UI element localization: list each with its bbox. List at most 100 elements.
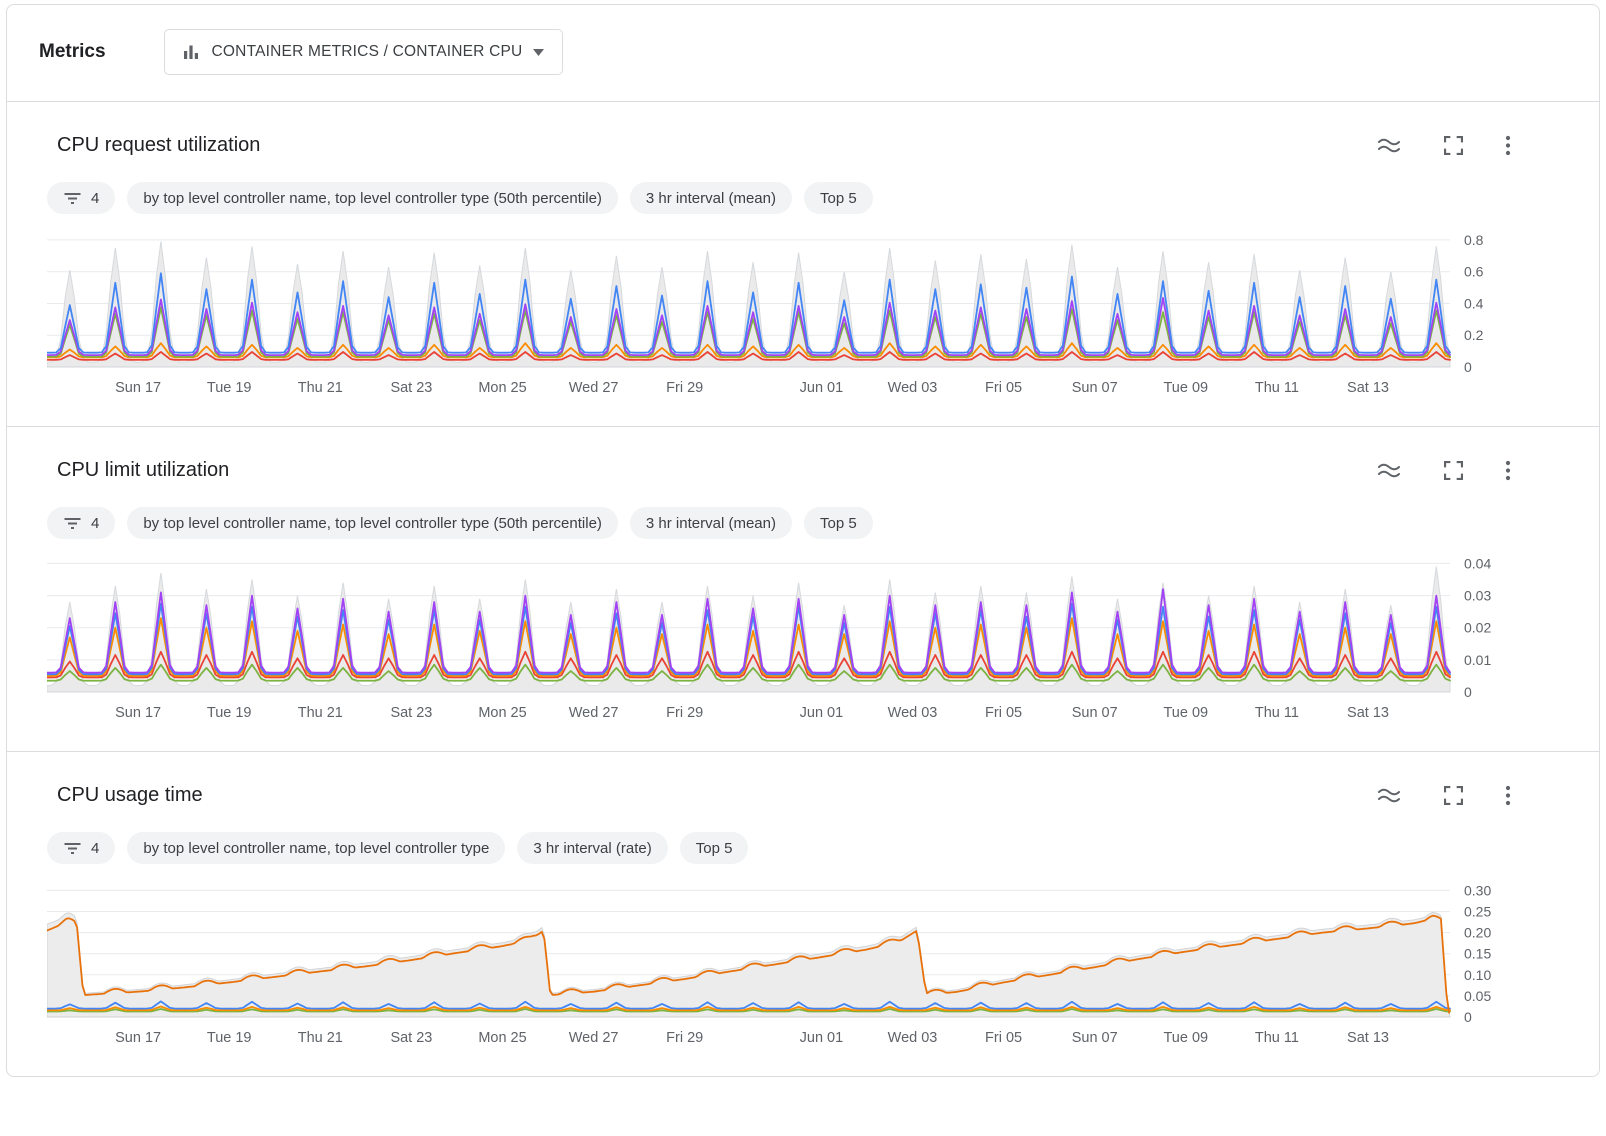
x-axis-tick-label: Thu 21 [298, 1030, 343, 1046]
top5-chip[interactable]: Top 5 [803, 182, 873, 214]
series-purple [47, 588, 1451, 674]
y-axis-tick-label: 0.10 [1464, 967, 1491, 983]
series-blue [47, 272, 1451, 354]
x-axis-tick-label: Fri 29 [666, 380, 703, 396]
y-axis-tick-label: 0.6 [1464, 264, 1484, 280]
series-red [47, 351, 1451, 361]
x-axis-tick-label: Tue 09 [1163, 380, 1208, 396]
y-axis-tick-label: 0.01 [1464, 652, 1491, 668]
y-axis-tick-label: 0.05 [1464, 988, 1491, 1004]
x-axis-tick-label: Tue 19 [207, 705, 252, 721]
metrics-heading: Metrics [39, 41, 106, 62]
top5-chip[interactable]: Top 5 [803, 507, 873, 539]
cpu-limit-utilization-chart[interactable]: 0 0.01 0.02 0.03 0.04 Sun 17 Tue 19 Thu 21 Sat 2… [47, 553, 1517, 727]
x-axis-tick-label: Fri 05 [985, 380, 1022, 396]
metric-selector-label: CONTAINER METRICS / CONTAINER CPU [211, 43, 523, 60]
groupby-chip[interactable]: by top level controller name, top level … [127, 507, 618, 539]
y-axis-tick-label: 0.30 [1464, 882, 1491, 898]
x-axis-tick-label: Sat 23 [390, 1030, 432, 1046]
interval-chip[interactable]: 3 hr interval (mean) [629, 507, 792, 539]
y-axis-tick-label: 0 [1464, 1009, 1472, 1025]
x-axis-tick-label: Fri 29 [666, 705, 703, 721]
filter-count: 4 [91, 514, 100, 532]
series-green [47, 663, 1451, 682]
card-cpu-usage-time: CPU usage time 4 by top level co [7, 751, 1599, 1076]
x-axis-tick-label: Sun 17 [115, 705, 161, 721]
groupby-chip[interactable]: by top level controller name, top level … [127, 182, 618, 214]
filter-list-icon [63, 192, 82, 205]
groupby-chip[interactable]: by top level controller name, top level … [127, 832, 506, 864]
y-axis-tick-label: 0 [1464, 684, 1472, 700]
compare-waves-icon[interactable] [1377, 137, 1402, 154]
interval-chip[interactable]: 3 hr interval (mean) [629, 182, 792, 214]
card-cpu-limit-utilization: CPU limit utilization 4 by top l [7, 426, 1599, 751]
x-axis-tick-label: Tue 19 [207, 1030, 252, 1046]
filter-count: 4 [91, 189, 100, 207]
filter-chip[interactable]: 4 [47, 832, 116, 864]
filter-count: 4 [91, 839, 100, 857]
x-axis-tick-label: Jun 01 [800, 1030, 844, 1046]
x-axis-tick-label: Wed 03 [888, 380, 938, 396]
filter-list-icon [63, 842, 82, 855]
x-axis-tick-label: Tue 09 [1163, 705, 1208, 721]
cpu-usage-time-chart[interactable]: 0 0.05 0.10 0.15 0.20 0.25 0.30 Sun 17 Tue 19 Thu… [47, 878, 1517, 1052]
x-axis-tick-label: Sun 17 [115, 380, 161, 396]
y-axis-tick-label: 0.20 [1464, 925, 1491, 941]
x-axis-tick-label: Sun 07 [1072, 1030, 1118, 1046]
series-blue [47, 1000, 1451, 1010]
y-axis-tick-label: 0 [1464, 359, 1472, 375]
chart-title: CPU limit utilization [57, 459, 230, 481]
metrics-header: Metrics CONTAINER METRICS / CONTAINER CP… [7, 5, 1599, 101]
fullscreen-icon[interactable] [1444, 785, 1463, 805]
cpu-request-utilization-chart[interactable]: 0 0.2 0.4 0.6 0.8 Sun 17 Tue 19 Thu 21 Sat 23 Mon… [47, 228, 1517, 402]
y-axis-tick-label: 0.04 [1464, 555, 1491, 571]
more-vert-icon[interactable] [1505, 785, 1511, 806]
top5-chip[interactable]: Top 5 [679, 832, 749, 864]
x-axis-tick-label: Thu 11 [1255, 1030, 1299, 1046]
fullscreen-icon[interactable] [1444, 135, 1463, 155]
series-orange-main [47, 914, 1450, 1014]
spread-band [47, 566, 1451, 693]
y-axis-tick-label: 0.02 [1464, 620, 1491, 636]
x-axis-tick-label: Jun 01 [800, 705, 844, 721]
y-axis-tick-label: 0.4 [1464, 296, 1484, 312]
x-axis-tick-label: Sun 17 [115, 1030, 161, 1046]
x-axis-tick-label: Thu 11 [1255, 380, 1299, 396]
x-axis-tick-label: Mon 25 [478, 380, 526, 396]
chart-title: CPU request utilization [57, 134, 261, 156]
x-axis-tick-label: Wed 03 [888, 1030, 938, 1046]
y-axis-tick-label: 0.25 [1464, 904, 1491, 920]
fullscreen-icon[interactable] [1444, 460, 1463, 480]
x-axis-tick-label: Sat 13 [1347, 1030, 1389, 1046]
metrics-panel: Metrics CONTAINER METRICS / CONTAINER CP… [6, 4, 1600, 1077]
x-axis-tick-label: Tue 09 [1163, 1030, 1208, 1046]
x-axis-tick-label: Sat 13 [1347, 705, 1389, 721]
x-axis-tick-label: Tue 19 [207, 380, 252, 396]
filter-chip[interactable]: 4 [47, 182, 116, 214]
compare-waves-icon[interactable] [1377, 787, 1402, 804]
compare-waves-icon[interactable] [1377, 462, 1402, 479]
spread-band [47, 241, 1451, 368]
filter-chip[interactable]: 4 [47, 507, 116, 539]
series-red [47, 650, 1451, 679]
y-axis-tick-label: 0.2 [1464, 327, 1484, 343]
interval-chip[interactable]: 3 hr interval (rate) [517, 832, 668, 864]
x-axis-tick-label: Sun 07 [1072, 705, 1118, 721]
x-axis-tick-label: Wed 03 [888, 705, 938, 721]
more-vert-icon[interactable] [1505, 460, 1511, 481]
caret-down-icon [533, 48, 545, 56]
x-axis-tick-label: Sat 23 [390, 380, 432, 396]
series-orange-small [47, 1005, 1451, 1012]
x-axis-tick-label: Fri 05 [985, 705, 1022, 721]
x-axis-tick-label: Mon 25 [478, 1030, 526, 1046]
x-axis-tick-label: Sat 23 [390, 705, 432, 721]
filter-list-icon [63, 517, 82, 530]
x-axis-tick-label: Thu 21 [298, 705, 343, 721]
x-axis-tick-label: Sat 13 [1347, 380, 1389, 396]
more-vert-icon[interactable] [1505, 135, 1511, 156]
x-axis-tick-label: Wed 27 [569, 380, 619, 396]
x-axis-tick-label: Wed 27 [569, 1030, 619, 1046]
x-axis-tick-label: Sun 07 [1072, 380, 1118, 396]
x-axis-tick-label: Thu 11 [1255, 705, 1299, 721]
metric-selector-dropdown[interactable]: CONTAINER METRICS / CONTAINER CPU [163, 29, 564, 75]
